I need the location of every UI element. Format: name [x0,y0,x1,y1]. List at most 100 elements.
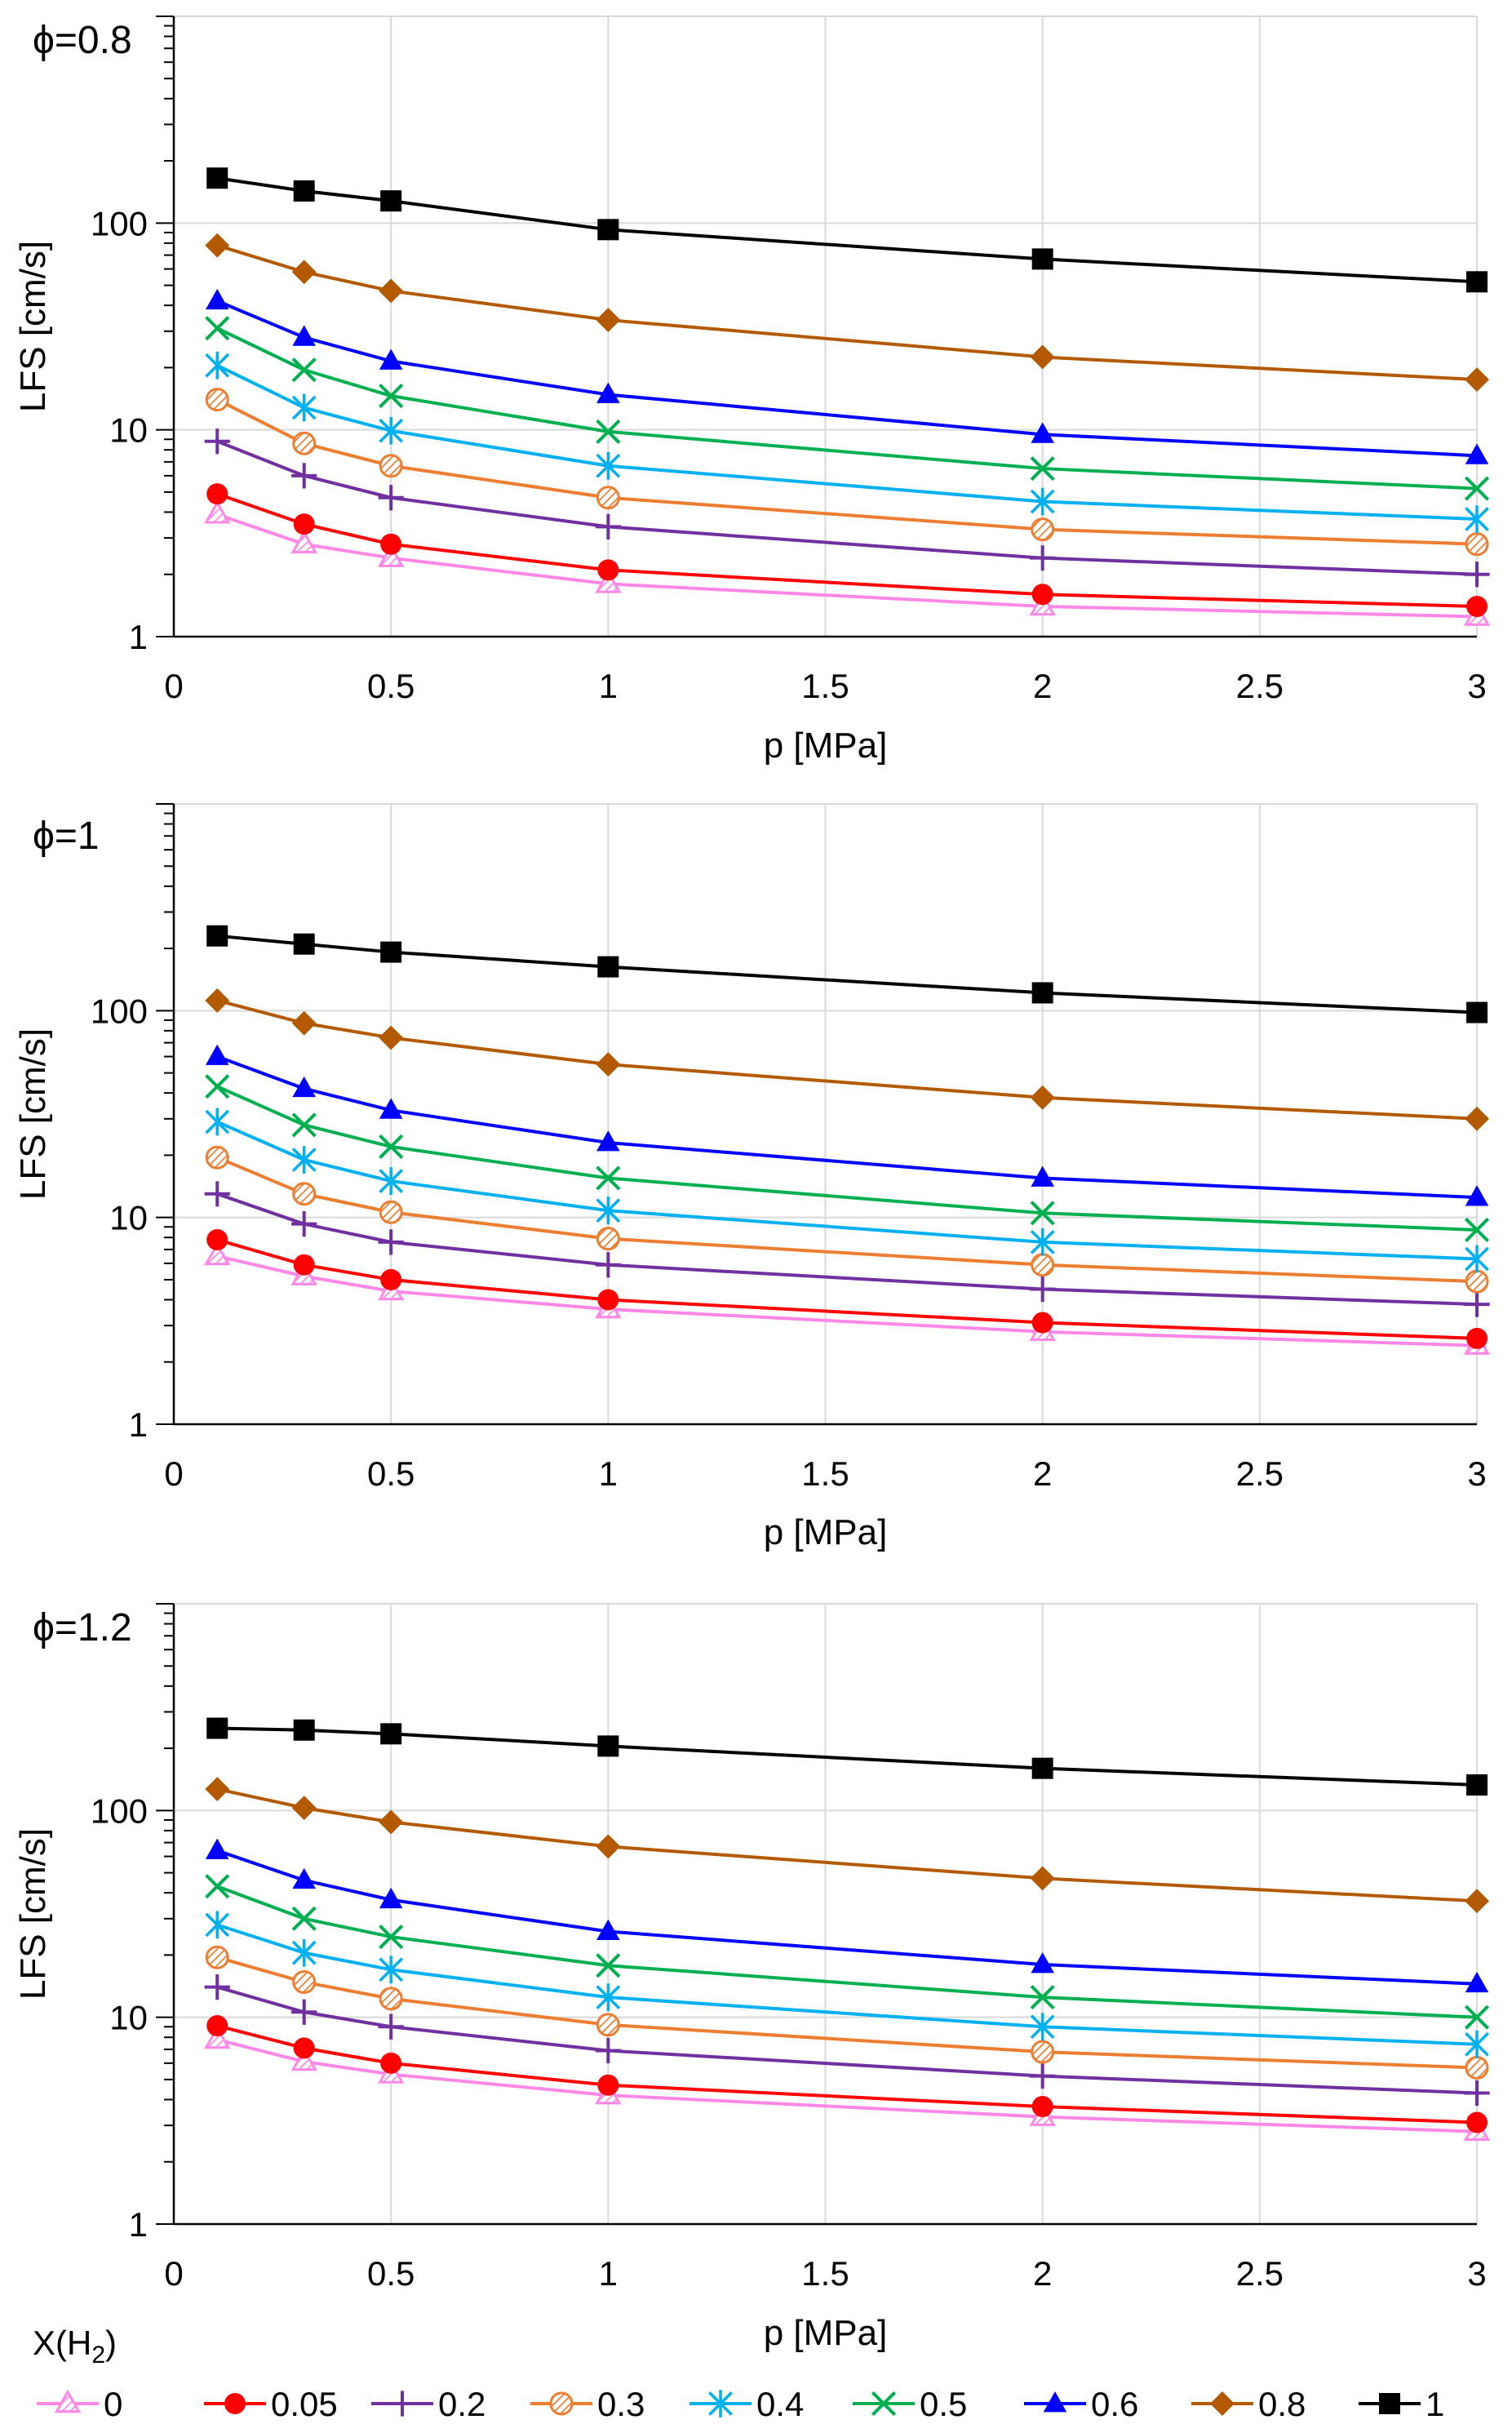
data-point [1464,2005,1490,2030]
series-0.8 [205,988,1489,1131]
data-point [292,431,317,455]
x-tick-label: 0 [164,1454,183,1493]
data-point [596,1165,621,1191]
series-1 [206,167,1488,293]
series-line [216,1787,1478,1903]
y-tick-label: 100 [91,204,148,242]
series-0.2 [204,428,1490,588]
series-0.5 [205,316,1490,501]
legend-label: 0.2 [438,2385,486,2423]
data-point [1031,1165,1054,1187]
legend-marker [1210,2391,1235,2416]
data-point [292,325,316,346]
x-tick-label: 1.5 [801,2254,849,2293]
series-0.5 [205,1874,1490,2030]
series-line [216,513,1478,619]
data-point [205,1838,229,1859]
data-point [206,1717,228,1739]
data-point [380,533,402,555]
data-point [205,351,230,380]
data-point [291,1211,317,1237]
data-point [377,544,405,567]
data-point [291,1938,317,1967]
panel-title: ϕ=1 [33,815,100,858]
data-point [1031,2096,1053,2118]
y-tick-label: 1 [129,2205,148,2244]
data-point [204,1241,231,1266]
series-0.05 [206,2015,1488,2133]
series-1 [206,1717,1488,1796]
data-point [291,1906,317,1931]
legend-entry-0.8: 0.8 [1191,2385,1306,2423]
series-line [216,439,1478,576]
data-point [1031,248,1053,270]
data-point [595,569,622,593]
x-tick-label: 0.5 [367,667,415,705]
data-point [1466,595,1488,617]
series-0 [204,2025,1491,2141]
series-line [216,1923,1478,2046]
data-point [596,1834,621,1859]
legend-entry-1: 1 [1359,2385,1444,2423]
data-point [595,1252,621,1278]
legend-label: 0.3 [597,2385,645,2423]
x-tick-label: 2.5 [1236,667,1284,705]
y-tick-label: 10 [109,411,148,450]
data-point [597,1735,619,1757]
data-point [205,1044,229,1065]
legend-marker [224,2393,246,2414]
y-tick-label: 1 [129,618,148,656]
y-axis-label: LFS [cm/s] [13,241,53,412]
data-point [596,1052,621,1077]
data-point [205,316,230,341]
series-line [216,363,1478,522]
data-point [1466,271,1488,293]
data-point [291,1112,317,1138]
data-point [380,941,402,963]
data-point [1030,1866,1055,1891]
y-tick-label: 1 [129,1405,148,1444]
x-tick-label: 2 [1033,667,1052,705]
legend-label: 0.8 [1258,2385,1306,2423]
series-0.6 [205,1838,1489,1993]
series-0.6 [205,288,1489,464]
data-point [379,454,403,478]
data-point [291,260,317,285]
legend-entry-0.4: 0.4 [689,2385,804,2423]
data-point [1031,1312,1053,1334]
data-point [596,1953,621,1978]
data-point [204,1974,230,2000]
x-tick-label: 2.5 [1236,2254,1284,2293]
x-tick-label: 1.5 [801,1454,849,1493]
y-tick-label: 100 [91,992,148,1030]
legend-marker [54,2389,82,2413]
series-line [216,1849,1478,1986]
legend-marker [708,2390,733,2417]
data-point [379,1167,404,1195]
data-point [1465,1245,1489,1273]
series-line [216,326,1478,491]
data-point [1464,562,1490,588]
data-point [293,1254,315,1276]
data-point [1030,1985,1055,2010]
series-line [216,1120,1478,1261]
x-tick-label: 3 [1467,2254,1486,2293]
data-point [1030,2013,1055,2041]
y-tick-label: 100 [91,1791,148,1830]
data-point [204,499,231,524]
data-point [596,382,620,403]
series-line [216,299,1478,458]
data-point [596,1197,621,1225]
data-point [291,357,317,383]
data-point [1031,1253,1055,1277]
data-point [205,1874,230,1899]
series-line [216,1156,1478,1284]
series-line [217,1726,1478,1787]
data-point [378,2013,404,2040]
data-point [290,2047,317,2071]
data-point [1465,1971,1489,1993]
data-point [596,1130,620,1152]
series-line [216,176,1478,284]
data-point [293,1719,315,1741]
legend-marker [1043,2391,1067,2413]
